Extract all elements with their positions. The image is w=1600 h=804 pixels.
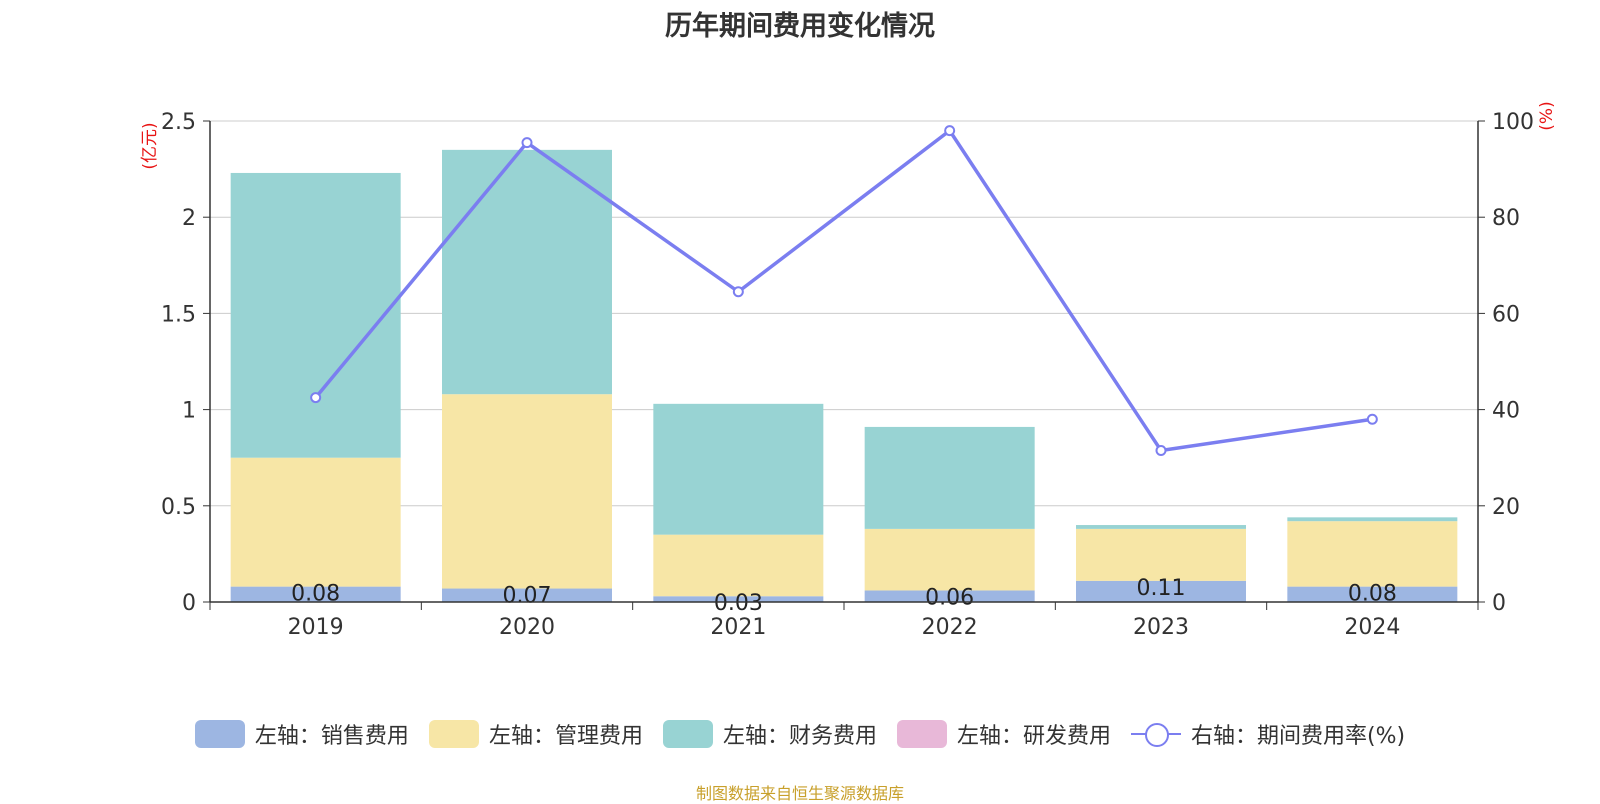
left-tick-label: 2 bbox=[182, 206, 196, 231]
chart-canvas: 0 0.5 1 1.5 2 2.5 0 20 40 60 80 100 (亿元) (%) 0.08 2019 0… bbox=[140, 101, 1557, 640]
legend-swatch-sales bbox=[194, 720, 245, 748]
data-label-sales-2019: 0.08 bbox=[291, 582, 340, 607]
data-label-sales-2020: 0.07 bbox=[503, 584, 552, 609]
right-tick-label: 0 bbox=[1492, 591, 1506, 616]
legend-item-rd[interactable]: 左轴：研发费用 bbox=[896, 718, 1111, 750]
legend-swatch-finance bbox=[662, 720, 713, 748]
bar-finance-2024 bbox=[1287, 517, 1458, 522]
left-tick-label: 1.5 bbox=[161, 302, 196, 327]
left-tick-label: 1 bbox=[182, 399, 196, 424]
right-axis-title: (%) bbox=[1537, 101, 1557, 130]
bar-finance-2019 bbox=[230, 172, 401, 458]
bar-sales-2019 bbox=[230, 586, 401, 602]
rate-point-2019 bbox=[310, 392, 322, 404]
chart-title: 历年期间费用变化情况 bbox=[665, 11, 935, 42]
bar-finance-2021 bbox=[653, 403, 824, 535]
legend-line-rate-icon bbox=[1130, 720, 1181, 748]
bar-sales-2021 bbox=[653, 596, 824, 602]
bar-sales-2022 bbox=[864, 590, 1035, 602]
legend-item-sales[interactable]: 左轴：销售费用 bbox=[194, 718, 409, 750]
right-tick-label: 40 bbox=[1492, 399, 1520, 424]
legend-item-finance[interactable]: 左轴：财务费用 bbox=[662, 718, 877, 750]
right-tick-label: 80 bbox=[1492, 206, 1520, 231]
rate-point-2020 bbox=[521, 137, 533, 149]
legend-label-sales: 左轴：销售费用 bbox=[254, 724, 409, 749]
bar-finance-2020 bbox=[442, 149, 612, 395]
x-tick-label: 2024 bbox=[1344, 615, 1400, 640]
x-tick-label: 2023 bbox=[1133, 615, 1189, 640]
bar-admin-2020 bbox=[442, 394, 612, 589]
data-label-sales-2024: 0.08 bbox=[1348, 582, 1397, 607]
bar-sales-2023 bbox=[1076, 580, 1246, 602]
legend-label-admin: 左轴：管理费用 bbox=[488, 724, 643, 749]
rate-line bbox=[314, 128, 1373, 453]
bar-admin-2021 bbox=[653, 534, 824, 597]
left-tick-label: 0 bbox=[182, 591, 196, 616]
legend-label-rd: 左轴：研发费用 bbox=[956, 724, 1111, 749]
right-tick-label: 60 bbox=[1492, 302, 1520, 327]
legend-item-rate[interactable]: 右轴：期间费用率(%) bbox=[1130, 718, 1406, 750]
legend-label-rate: 右轴：期间费用率(%) bbox=[1190, 724, 1406, 749]
data-label-sales-2021: 0.03 bbox=[714, 591, 763, 616]
source-note: 制图数据来自恒生聚源数据库 bbox=[695, 784, 904, 803]
x-tick-label: 2019 bbox=[288, 615, 344, 640]
bar-finance-2022 bbox=[864, 426, 1035, 529]
x-tick-label: 2020 bbox=[499, 615, 555, 640]
x-tick-label: 2022 bbox=[922, 615, 978, 640]
legend-swatch-admin bbox=[428, 720, 479, 748]
bar-admin-2024 bbox=[1287, 521, 1458, 587]
left-tick-label: 2.5 bbox=[161, 110, 196, 135]
left-axis-title: (亿元) bbox=[140, 122, 160, 169]
bar-sales-2020 bbox=[442, 588, 612, 602]
right-tick-label: 100 bbox=[1492, 110, 1534, 135]
x-tick-label: 2021 bbox=[710, 615, 766, 640]
bar-admin-2019 bbox=[230, 457, 401, 587]
data-label-sales-2022: 0.06 bbox=[925, 585, 974, 610]
legend-label-finance: 左轴：财务费用 bbox=[722, 724, 877, 749]
rate-point-2022 bbox=[944, 125, 956, 137]
bar-admin-2023 bbox=[1076, 528, 1246, 581]
legend: 左轴：销售费用 左轴：管理费用 左轴：财务费用 左轴：研发费用 右轴：期间费用率… bbox=[0, 718, 1600, 750]
bar-sales-2024 bbox=[1287, 586, 1458, 602]
left-tick-label: 0.5 bbox=[161, 495, 196, 520]
legend-swatch-rd bbox=[896, 720, 947, 748]
bar-admin-2022 bbox=[864, 528, 1035, 591]
rate-point-2023 bbox=[1155, 444, 1167, 456]
rate-point-2021 bbox=[732, 286, 744, 298]
rate-point-2024 bbox=[1366, 413, 1378, 425]
right-tick-label: 20 bbox=[1492, 495, 1520, 520]
bar-finance-2023 bbox=[1076, 525, 1246, 529]
data-label-sales-2023: 0.11 bbox=[1137, 576, 1186, 601]
legend-item-admin[interactable]: 左轴：管理费用 bbox=[428, 718, 643, 750]
